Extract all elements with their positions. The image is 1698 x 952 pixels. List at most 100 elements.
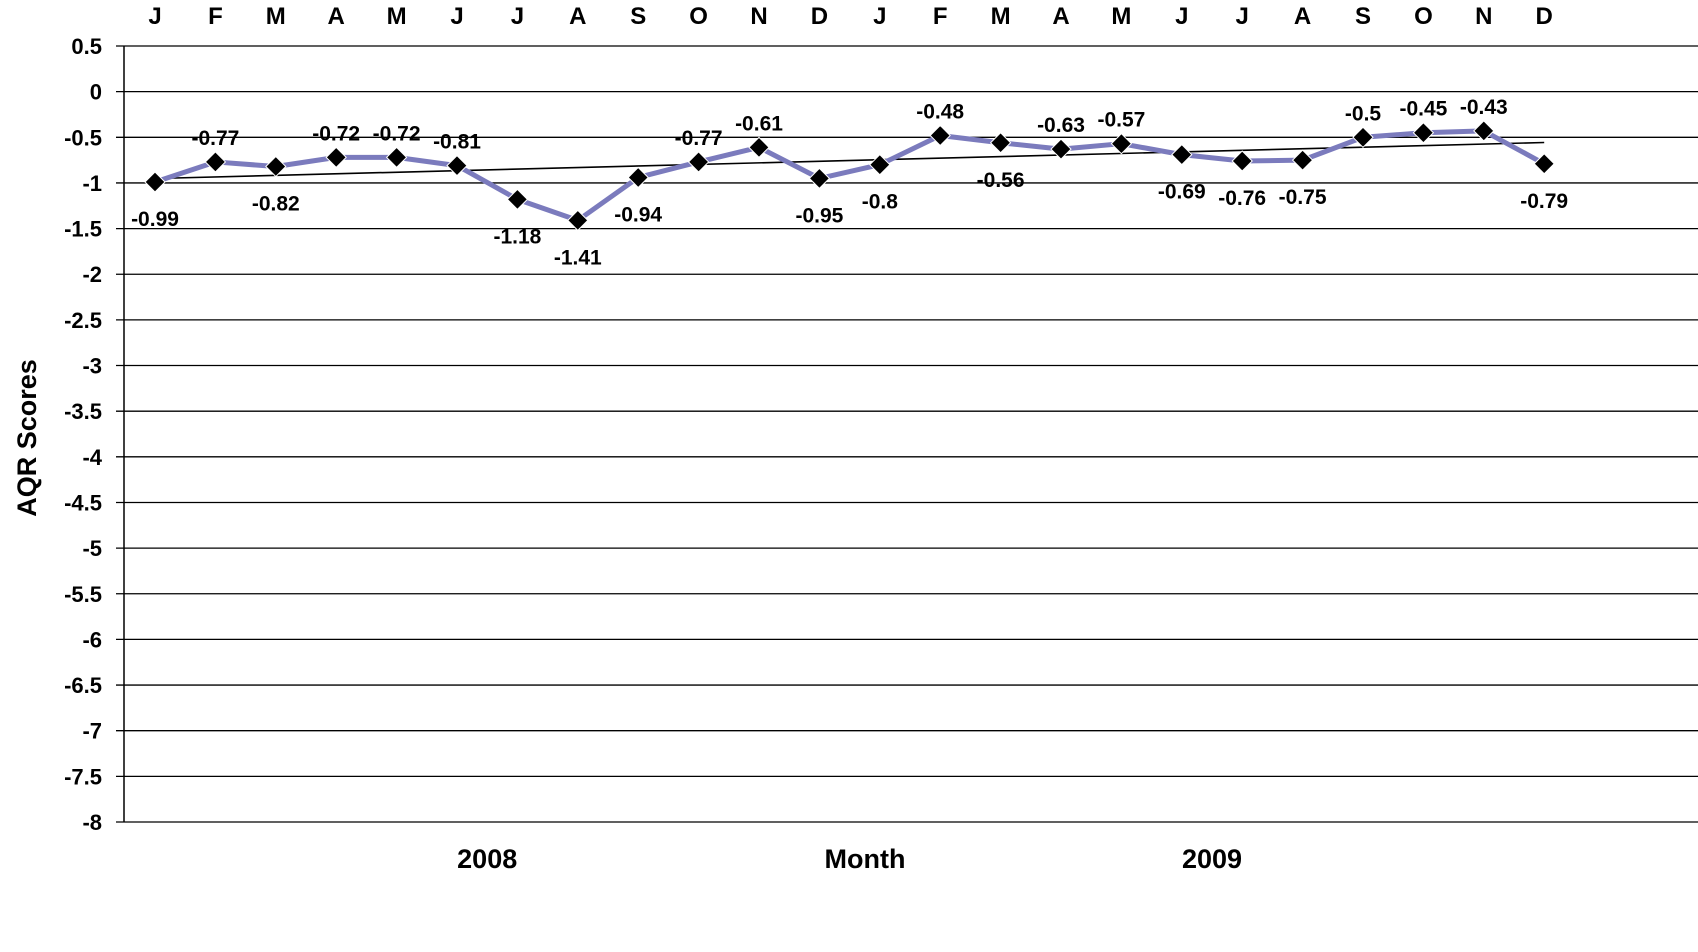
data-label: -0.75 (1279, 186, 1327, 209)
y-axis-title: AQR Scores (12, 359, 42, 517)
month-label: D (811, 3, 828, 30)
data-point-marker (929, 124, 951, 147)
data-label: -1.41 (554, 246, 602, 269)
data-label: -0.79 (1520, 190, 1568, 213)
data-point-marker (1291, 149, 1314, 171)
y-tick-label: -4 (82, 445, 102, 470)
y-tick-label: -6.5 (64, 673, 102, 698)
data-point-marker (144, 171, 166, 193)
data-label: -0.61 (735, 112, 783, 135)
month-label: M (1111, 3, 1131, 30)
labels-layer: AQR Scores Month -0.99 -0.77 -0.82 -0.72 -0.… (12, 96, 1568, 874)
data-point-marker (1533, 153, 1555, 175)
data-point-marker (869, 153, 891, 176)
gridlines (116, 45, 1698, 823)
data-point-marker (1352, 126, 1374, 149)
y-tick-label: -2.5 (64, 308, 102, 333)
y-tick-label: 0.5 (71, 34, 102, 59)
data-point-marker (567, 209, 589, 232)
y-tick-label: -6 (82, 627, 102, 652)
data-point-marker (204, 151, 227, 173)
y-tick-label: -7.5 (64, 764, 102, 789)
data-point-marker (385, 146, 408, 169)
y-tick-label: -5.5 (64, 582, 102, 607)
x-axis-title: Month (825, 844, 906, 874)
data-label: -0.77 (191, 127, 239, 150)
data-point-marker (325, 146, 347, 169)
data-point-marker (627, 166, 649, 189)
series-layer (144, 120, 1555, 232)
month-label: M (991, 3, 1011, 30)
data-label: -0.76 (1218, 187, 1266, 210)
y-tick-label: -1 (82, 171, 102, 196)
data-point-marker (265, 155, 287, 178)
y-tick-label: -5 (82, 536, 102, 561)
month-label: J (873, 3, 886, 30)
data-label: -0.99 (131, 208, 179, 231)
data-label: -0.69 (1158, 181, 1206, 204)
data-label: -0.56 (977, 169, 1025, 192)
data-point-marker (748, 136, 770, 159)
month-label: M (387, 3, 407, 30)
data-label: -0.63 (1037, 114, 1085, 137)
data-label: -0.81 (433, 131, 481, 154)
data-label: -0.95 (795, 204, 843, 227)
data-point-marker (687, 151, 710, 173)
data-point-marker (1412, 122, 1435, 144)
trendline-layer (154, 141, 1545, 180)
month-label: A (1052, 3, 1069, 30)
month-label: S (1355, 3, 1371, 30)
y-tick-label: -8 (82, 810, 102, 835)
y-tick-label: -0.5 (64, 125, 102, 150)
data-point-marker (506, 188, 529, 211)
data-point-marker (1110, 132, 1133, 155)
month-label: F (208, 3, 223, 30)
month-label: J (1236, 3, 1249, 30)
data-point-marker (1231, 150, 1253, 172)
data-label: -0.94 (614, 203, 662, 226)
data-label: -0.48 (916, 100, 964, 123)
trendline (154, 141, 1545, 180)
y-tick-label: -7 (82, 719, 102, 744)
data-label: -0.5 (1345, 102, 1382, 125)
month-label: J (450, 3, 463, 30)
month-label: A (328, 3, 345, 30)
axes: 0.5 0 -0.5 -1 -1.5 -2 -2.5 -3 -3.5 -4 -4.5 -5 -5.5 -6… (64, 3, 1553, 874)
data-point-marker (808, 167, 831, 190)
series-line (154, 128, 1546, 223)
month-label: F (933, 3, 948, 30)
month-label: A (569, 3, 586, 30)
month-label: J (148, 3, 161, 30)
data-point-marker (446, 154, 468, 177)
data-label: -0.72 (312, 122, 360, 145)
data-point-marker (1473, 120, 1495, 142)
y-tick-label: -1.5 (64, 217, 102, 242)
data-label: -1.18 (493, 225, 541, 248)
month-label: N (750, 3, 767, 30)
data-label: -0.57 (1097, 109, 1145, 132)
month-label: J (511, 3, 524, 30)
y-tick-label: -3 (82, 354, 102, 379)
y-tick-label: -3.5 (64, 399, 102, 424)
month-label: N (1475, 3, 1492, 30)
data-point-marker (1050, 138, 1072, 160)
data-label: -0.72 (373, 122, 421, 145)
data-label: -0.45 (1399, 98, 1447, 121)
y-tick-label: 0 (90, 80, 102, 105)
y-tick-label: -2 (82, 262, 102, 287)
month-label: S (630, 3, 646, 30)
month-label: D (1536, 3, 1553, 30)
y-tick-label: -4.5 (64, 490, 102, 515)
data-label: -0.77 (675, 127, 723, 150)
data-label: -0.8 (862, 191, 899, 214)
year-label: 2008 (457, 844, 517, 874)
month-label: O (689, 3, 708, 30)
data-point-marker (989, 132, 1012, 154)
year-label: 2009 (1182, 844, 1242, 874)
month-label: J (1175, 3, 1188, 30)
month-label: O (1414, 3, 1433, 30)
data-label: -0.82 (252, 193, 300, 216)
data-point-marker (1171, 143, 1193, 166)
